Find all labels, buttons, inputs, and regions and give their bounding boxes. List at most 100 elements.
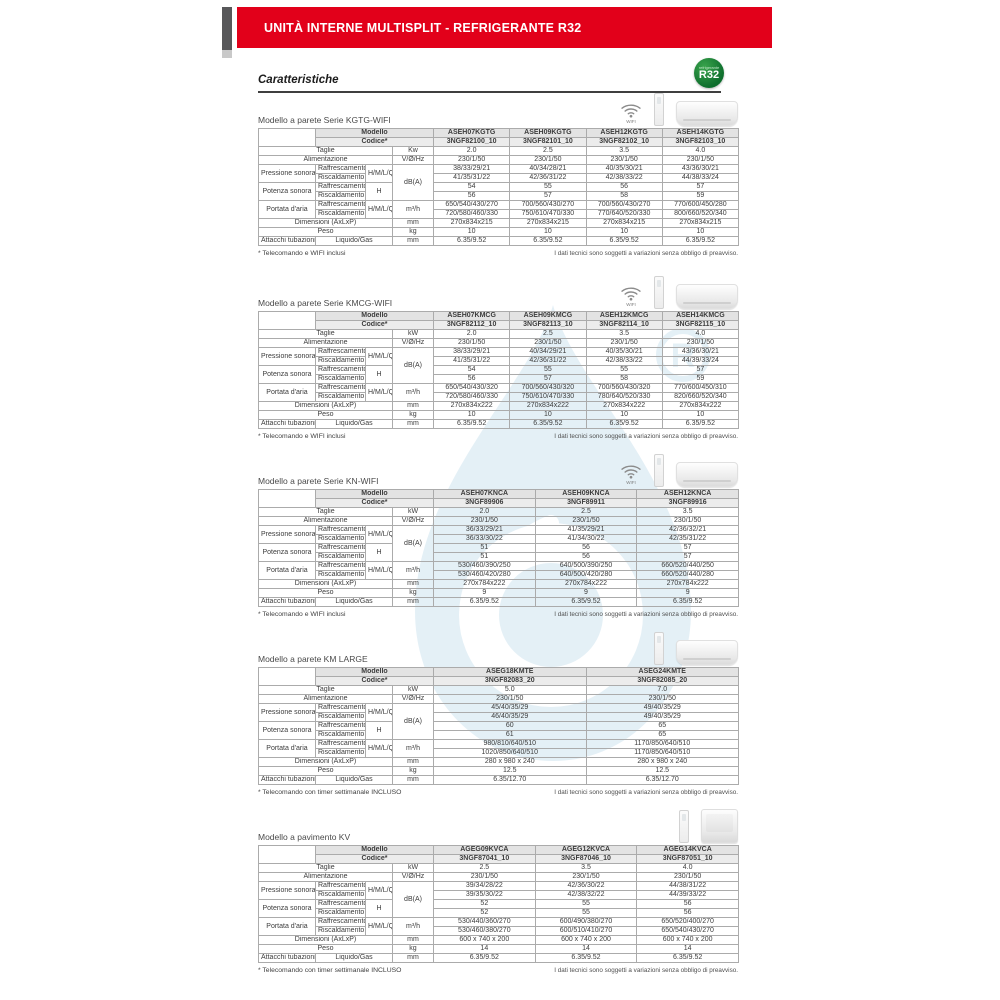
pressione-riscaldamento-value: 42/36/31/22 <box>509 173 587 183</box>
peso-value: 10 <box>509 410 587 420</box>
section-head-km-large: Modello a parete KM LARGE <box>258 632 738 667</box>
peso-row: Peso kg 10 10 10 10 <box>258 227 740 237</box>
pressione-riscaldamento-value: 46/40/35/29 <box>433 712 587 722</box>
portata-raff-row: Portata d'aria Raffrescamento H/M/L/Q m³/h 5… <box>258 917 739 936</box>
attacchi-value: 6.35/9.52 <box>585 419 663 429</box>
section-head-kmcg-wifi: Modello a parete Serie KMCG-WIFI WIFI <box>258 276 738 311</box>
footnote-left: * Telecomando con timer settimanale INCL… <box>258 967 402 974</box>
r32-badge: refrigerante R32 <box>694 58 724 88</box>
pressione-raffrescamento-value: 49/40/35/29 <box>585 703 739 713</box>
potenza-riscaldamento-value: 59 <box>661 191 740 201</box>
code-value: 3NGF89906 <box>433 498 536 508</box>
codice-row: Codice* 3NGF82112_10 3NGF82113_10 3NGF82114… <box>259 320 740 330</box>
row-label-attacchi: Attacchi tubazioni <box>258 775 316 785</box>
row-label-taglie: Taglie <box>258 863 393 873</box>
dimensioni-value: 270x834x215 <box>585 218 663 228</box>
footnote-left: * Telecomando e WIFI inclusi <box>258 433 346 440</box>
wifi-icon-label: WIFI <box>626 480 636 485</box>
model-name: ASEH07KMCG <box>432 311 511 321</box>
model-name: ASEH09KMCG <box>509 311 587 321</box>
row-label-portata-aria: Portata d'aria <box>258 917 316 936</box>
r32-badge-small-text: refrigerante <box>698 64 720 70</box>
peso-value: 14 <box>534 944 638 954</box>
remote-control-image <box>654 632 664 665</box>
peso-value: 9 <box>636 588 739 598</box>
pressione-raffrescamento-value: 45/40/35/29 <box>433 703 587 713</box>
scale-hmlq: H/M/L/Q <box>365 739 393 758</box>
sub-label-riscaldamento: Riscaldamento <box>315 552 366 562</box>
pressione-raff-row: Pressione sonora Raffrescamento H/M/L/Q dB(… <box>258 881 739 918</box>
remote-control-image <box>654 276 664 309</box>
scale-hmlq: H/M/L/Q <box>365 703 393 722</box>
unit-kg: kg <box>392 227 434 237</box>
peso-value: 10 <box>432 410 511 420</box>
potenza-riscaldamento-value: 65 <box>585 730 739 740</box>
sub-label-raffrescamento: Raffrescamento <box>315 525 366 535</box>
wall-unit-image <box>676 462 738 487</box>
peso-row: Peso kg 10 10 10 10 <box>258 410 740 420</box>
remote-control-image <box>679 810 689 843</box>
section-title: Modello a parete KM LARGE <box>258 654 368 664</box>
potenza-risc-row: Riscaldamento 52 55 56 <box>259 908 739 918</box>
potenza-raff-row: Potenza sonora Raffrescamento H 51 56 57 <box>258 543 739 562</box>
portata-raffrescamento-value: 530/460/390/250 <box>433 561 536 571</box>
row-label-potenza-sonora: Potenza sonora <box>258 365 316 384</box>
taglie-row: Taglie kW 2.0 2.5 3.5 <box>258 507 739 517</box>
taglie-value: 2.0 <box>432 146 511 156</box>
scale-hmlq: H/M/L/Q <box>365 561 393 580</box>
taglie-value: 2.5 <box>509 146 587 156</box>
model-name: ASEH09KNCA <box>534 489 638 499</box>
unit-m3h: m³/h <box>392 739 434 758</box>
portata-riscaldamento-value: 1170/850/640/510 <box>585 748 739 758</box>
unit-m3h: m³/h <box>392 561 434 580</box>
taglie-value: 7.0 <box>585 685 739 695</box>
potenza-raffrescamento-value: 54 <box>432 365 511 375</box>
potenza-raffrescamento-value: 55 <box>585 365 663 375</box>
potenza-riscaldamento-value: 56 <box>432 374 511 384</box>
section-icons: WIFI <box>620 276 738 309</box>
row-label-peso: Peso <box>258 944 393 954</box>
portata-riscaldamento-value: 720/580/460/330 <box>432 392 511 402</box>
potenza-riscaldamento-value: 51 <box>433 552 536 562</box>
dimensioni-value: 270x834x215 <box>661 218 740 228</box>
unit-mm: mm <box>392 757 434 767</box>
pressione-raff-row: Pressione sonora Raffrescamento H/M/L/Q dB(… <box>258 347 740 384</box>
portata-raffrescamento-value: 700/560/430/270 <box>585 200 663 210</box>
dimensioni-value: 270x834x215 <box>509 218 587 228</box>
sub-label-raffrescamento: Raffrescamento <box>315 561 366 571</box>
modello-header: Modello <box>315 845 434 855</box>
attacchi-row: Attacchi tubazioni Liquido/Gas mm 6.35/12.7… <box>258 775 739 785</box>
portata-raffrescamento-value: 1170/850/640/510 <box>585 739 739 749</box>
dimensioni-value: 270x784x222 <box>433 579 536 589</box>
dimensioni-value: 270x834x222 <box>432 401 511 411</box>
scale-h: H <box>365 721 393 740</box>
sub-label-raffrescamento: Raffrescamento <box>315 703 366 713</box>
code-value: 3NGF82102_10 <box>585 137 663 147</box>
row-label-potenza-sonora: Potenza sonora <box>258 721 316 740</box>
alimentazione-value: 230/1/50 <box>585 694 739 704</box>
portata-raffrescamento-value: 530/440/360/270 <box>433 917 536 927</box>
potenza-riscaldamento-value: 57 <box>509 191 587 201</box>
row-label-alimentazione: Alimentazione <box>258 516 393 526</box>
section-kmcg-wifi: Modello a parete Serie KMCG-WIFI WIFI Mode… <box>258 276 740 440</box>
scale-hmlq: H/M/L/Q <box>365 164 393 183</box>
sub-label-raffrescamento: Raffrescamento <box>315 721 366 731</box>
potenza-raffrescamento-value: 60 <box>433 721 587 731</box>
sub-label-raffrescamento: Raffrescamento <box>315 881 366 891</box>
row-label-dimensioni: Dimensioni (AxLxP) <box>258 757 393 767</box>
alimentazione-value: 230/1/50 <box>432 155 511 165</box>
codice-header: Codice* <box>315 854 434 864</box>
potenza-raff-row: Potenza sonora Raffrescamento H 54 55 55 57 <box>258 365 740 384</box>
pressione-raffrescamento-value: 36/33/29/21 <box>433 525 536 535</box>
pressione-riscaldamento-value: 42/38/33/22 <box>585 173 663 183</box>
attacchi-value: 6.35/9.52 <box>433 597 536 607</box>
potenza-riscaldamento-value: 57 <box>509 374 587 384</box>
unit-alimentazione: V/Ø/Hz <box>392 872 434 882</box>
row-label-portata-aria: Portata d'aria <box>258 739 316 758</box>
potenza-raffrescamento-value: 56 <box>585 182 663 192</box>
row-label-peso: Peso <box>258 588 393 598</box>
sub-label-raffrescamento: Raffrescamento <box>315 917 366 927</box>
sub-label-raffrescamento: Raffrescamento <box>315 543 366 553</box>
row-label-alimentazione: Alimentazione <box>258 155 393 165</box>
peso-value: 9 <box>433 588 536 598</box>
